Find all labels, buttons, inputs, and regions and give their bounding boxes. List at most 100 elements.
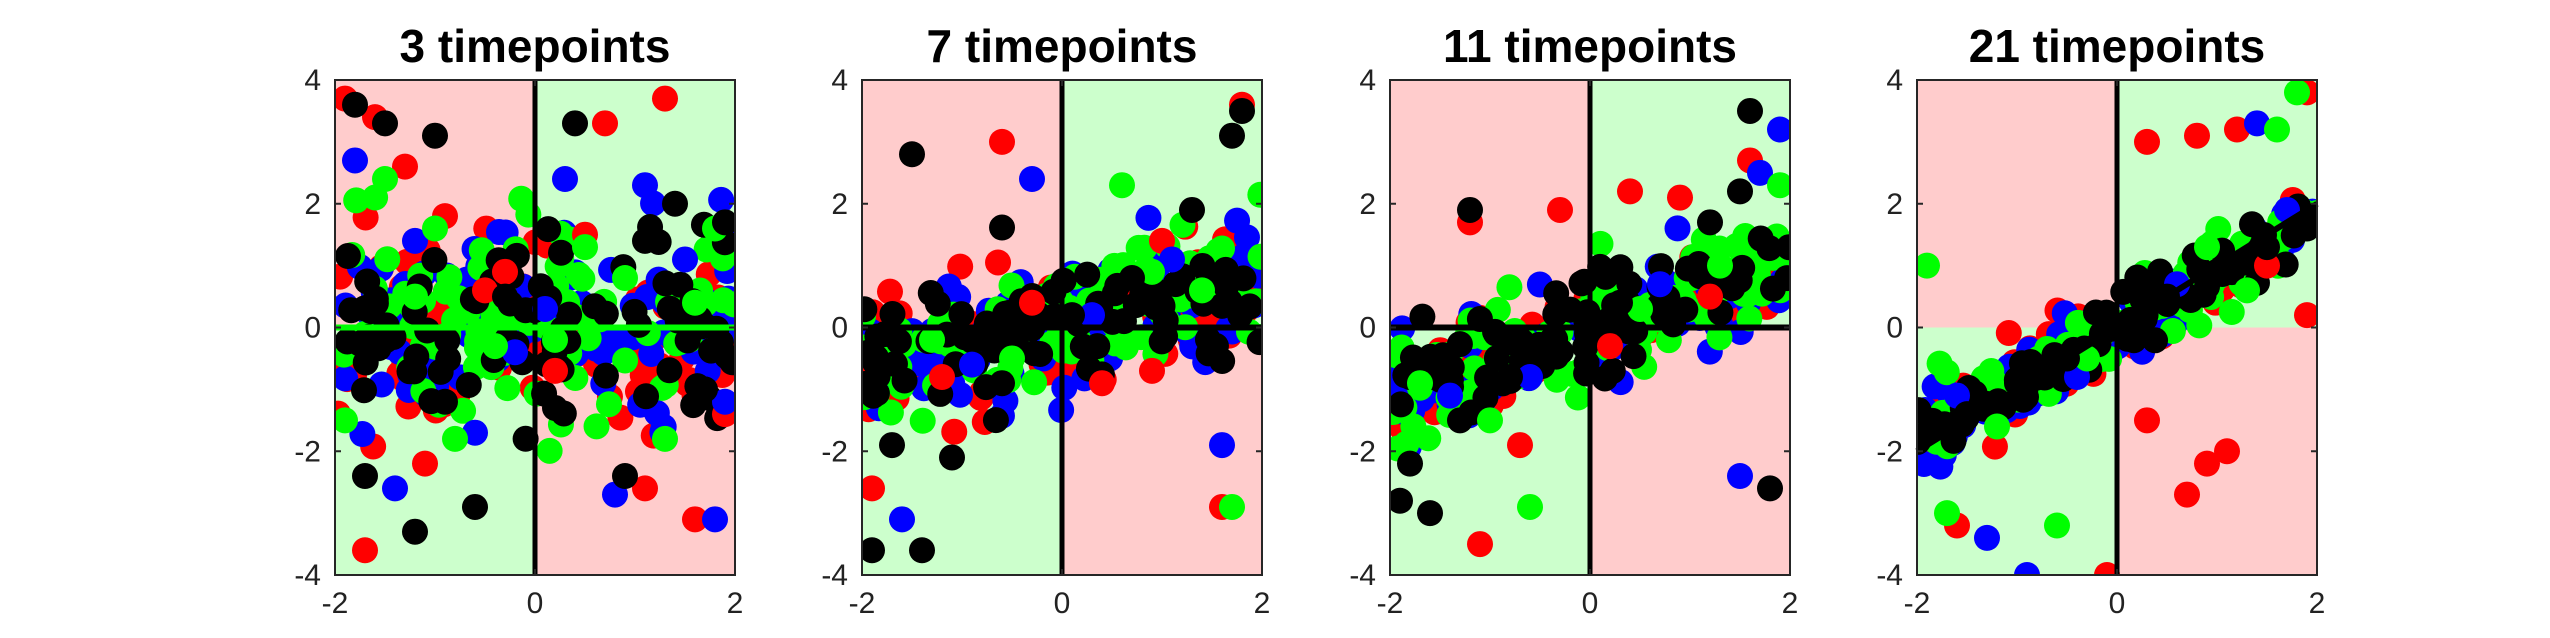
scatter-point	[1159, 246, 1185, 273]
scatter-point	[1417, 500, 1443, 527]
scatter-point	[1757, 475, 1783, 502]
scatter-point	[502, 339, 528, 366]
scatter-point	[1497, 364, 1523, 390]
scatter-point	[879, 301, 906, 328]
scatter-point	[959, 351, 985, 378]
scatter-point	[402, 227, 428, 254]
scatter-point	[2014, 562, 2040, 575]
scatter-point	[542, 394, 568, 421]
scatter-point	[982, 407, 1009, 434]
scatter-point	[621, 298, 648, 325]
scatter-point	[2134, 407, 2160, 434]
scatter-point	[999, 345, 1025, 372]
scatter-point	[633, 383, 660, 410]
scatter-point	[392, 153, 418, 180]
scatter-point	[1230, 265, 1257, 292]
y-tick-label: -4	[1349, 559, 1376, 592]
x-tick-label: -2	[849, 587, 876, 620]
y-tick-label: 0	[831, 312, 848, 345]
scatter-point	[569, 265, 596, 292]
scatter-point	[1246, 329, 1262, 356]
scatter-point	[422, 122, 448, 149]
scatter-point	[1727, 463, 1753, 489]
scatter-point	[562, 110, 588, 137]
scatter-point	[719, 349, 735, 376]
scatter-point	[2194, 450, 2220, 477]
scatter-point	[1697, 209, 1723, 236]
scatter-point	[1767, 116, 1790, 143]
scatter-point	[442, 425, 468, 452]
scatter-point	[1737, 97, 1763, 124]
scatter-point	[2204, 258, 2230, 285]
scatter-point	[1525, 331, 1552, 358]
scatter-point	[1089, 370, 1115, 397]
scatter-point	[2244, 110, 2270, 137]
scatter-point	[862, 537, 885, 564]
scatter-point	[1647, 271, 1673, 298]
chart-title: 3 timepoints	[400, 20, 671, 72]
scatter-point	[1457, 196, 1483, 223]
points-layer	[1390, 97, 1790, 558]
scatter-point	[2044, 512, 2070, 539]
scatter-point	[352, 463, 378, 489]
chart-title: 11 timepoints	[1443, 20, 1737, 72]
x-tick-label: 0	[1582, 587, 1599, 620]
scatter-point	[1189, 277, 1215, 304]
scatter-point	[592, 110, 618, 137]
scatter-point	[1934, 500, 1960, 527]
scatter-point	[879, 432, 905, 459]
y-tick-label: 4	[831, 64, 848, 97]
scatter-point	[436, 264, 463, 291]
chart-title: 7 timepoints	[927, 20, 1198, 72]
scatter-point	[462, 419, 488, 446]
scatter-point	[1719, 275, 1746, 302]
scatter-point	[1122, 292, 1149, 319]
scatter-point	[1667, 184, 1693, 211]
scatter-point	[434, 327, 461, 354]
scatter-point	[1219, 122, 1245, 149]
scatter-point	[985, 249, 1012, 276]
scatter-point	[1021, 340, 1048, 367]
scatter-point	[909, 537, 935, 564]
y-tick-label: 4	[304, 64, 321, 97]
scatter-point	[1706, 324, 1733, 351]
scatter-point	[1547, 196, 1573, 223]
y-tick-label: 0	[1886, 312, 1903, 345]
scatter-point	[482, 333, 508, 360]
scatter-point	[402, 283, 428, 310]
scatter-point	[702, 506, 728, 533]
scatter-point	[372, 110, 398, 137]
scatter-point	[1483, 345, 1510, 372]
x-tick-label: 0	[1054, 587, 1071, 620]
y-tick-label: -4	[1876, 559, 1903, 592]
scatter-point	[1573, 349, 1600, 376]
scatter-point	[1437, 382, 1463, 409]
scatter-point	[422, 215, 448, 242]
scatter-point	[2094, 562, 2120, 575]
scatter-point	[1135, 204, 1162, 231]
scatter-point	[710, 287, 735, 314]
x-tick-label: -2	[1904, 587, 1931, 620]
scatter-point	[1477, 407, 1503, 434]
scatter-point	[1112, 334, 1139, 361]
scatter-point	[876, 278, 903, 305]
scatter-point	[862, 475, 885, 502]
scatter-point	[1472, 384, 1499, 411]
scatter-point	[1109, 172, 1135, 199]
scatter-point	[1474, 364, 1501, 391]
scatter-point	[342, 91, 368, 118]
scatter-point	[1974, 524, 2000, 551]
scatter-point	[1400, 413, 1427, 440]
scatter-point	[1660, 311, 1687, 338]
scatter-point	[1142, 294, 1169, 321]
y-tick-label: 2	[1359, 188, 1376, 221]
scatter-point	[941, 418, 968, 445]
scatter-point	[2004, 370, 2030, 397]
scatter-point	[435, 345, 462, 372]
scatter-point	[1162, 271, 1189, 298]
scatter-point	[412, 450, 438, 477]
